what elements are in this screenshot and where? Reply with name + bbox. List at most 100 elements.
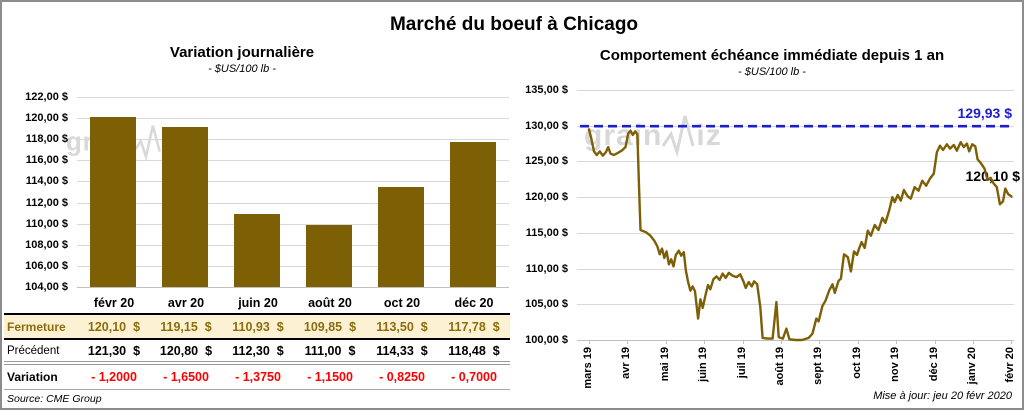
x-tick-mark (742, 340, 744, 344)
x-tick-mark (665, 340, 667, 344)
x-tick-label-juil 19: juil 19 (735, 347, 748, 379)
x-tick-mark (704, 340, 706, 344)
x-tick-label-janv 20: janv 20 (966, 347, 978, 385)
x-tick-label-févr 20: févr 20 (1004, 347, 1017, 383)
reference-price-label: 129,93 $ (957, 105, 1013, 121)
table-cell: 121,30 $ (87, 343, 141, 358)
table-cell: - 0,8250 (379, 370, 425, 384)
left-gridline (77, 97, 509, 98)
left-y-tick-label: 104,00 $ (25, 281, 68, 293)
column-header-déc 20: déc 20 (454, 295, 494, 310)
left-chart-subtitle: - $US/100 lb - (208, 63, 276, 75)
table-cell: 112,30 $ (232, 343, 284, 358)
table-cell: 109,85 $ (303, 319, 357, 334)
table-cell: 120,80 $ (159, 343, 213, 358)
x-tick-mark (1011, 340, 1013, 344)
table-cell: - 0,7000 (451, 370, 497, 384)
x-tick-mark (896, 340, 898, 344)
x-tick-label-juin 19: juin 19 (697, 347, 710, 382)
right-y-tick-label: 130,00 $ (525, 119, 568, 132)
table-cell: 120,10 $ (87, 319, 141, 334)
line-chart-svg (580, 124, 1014, 342)
right-gridline (577, 304, 1014, 306)
right-y-tick-label: 115,00 $ (525, 226, 568, 239)
column-header-août 20: août 20 (308, 295, 352, 310)
table-cell: 114,33 $ (376, 343, 428, 358)
table-header-row: févr 20 avr 20 juin 20 août 20 oct 20 déc 20 (4, 292, 510, 315)
table-cell: 118,48 $ (448, 343, 500, 358)
left-gridline (77, 181, 509, 183)
bar-oct 20 (378, 186, 424, 287)
bar-août 20 (306, 225, 352, 287)
x-tick-mark (973, 340, 974, 344)
left-y-tick-label: 116,00 $ (25, 154, 68, 167)
right-y-tick-label: 105,00 $ (525, 298, 568, 311)
x-tick-mark (627, 340, 629, 344)
x-tick-mark (934, 340, 936, 344)
column-header-févr 20: févr 20 (93, 295, 135, 310)
x-tick-mark (857, 340, 859, 344)
bar-févr 20 (90, 117, 136, 287)
right-y-tick-label: 125,00 $ (525, 155, 568, 168)
left-gridline (77, 139, 509, 141)
watermark-zigzag-icon (133, 125, 162, 162)
bar-juin 20 (234, 213, 280, 287)
x-tick-label-août 19: août 19 (774, 347, 786, 386)
contracts-table: févr 20 avr 20 juin 20 août 20 oct 20 déc 20 F… (4, 292, 510, 407)
right-gridline (577, 268, 1014, 270)
x-tick-mark (781, 340, 782, 344)
last-price-label: 120,10 $ (965, 168, 1021, 184)
table-cell: - 1,2000 (91, 370, 137, 384)
page-title: Marché du boeuf à Chicago (389, 14, 639, 35)
x-tick-label-déc 19: déc 19 (927, 347, 940, 382)
left-y-tick-label: 106,00 $ (25, 259, 68, 272)
table-cell: 111,00 $ (304, 343, 356, 358)
column-header-oct 20: oct 20 (383, 295, 421, 310)
table-cell: 117,78 $ (448, 319, 500, 334)
left-gridline (77, 265, 509, 267)
x-tick-label-mai 19: mai 19 (658, 347, 671, 382)
bar-avr 20 (162, 127, 208, 287)
left-y-tick-label: 120,00 $ (25, 112, 68, 125)
daily-variation-bar-chart: grainiz122,00 $120,00 $118,00 $116,00 $1… (2, 2, 514, 293)
column-header-avr 20: avr 20 (167, 295, 205, 310)
x-tick-mark (589, 340, 590, 344)
x-tick-mark (819, 340, 821, 344)
left-chart-title: Variation journalière (169, 44, 315, 61)
left-y-tick-label: 122,00 $ (25, 91, 68, 103)
left-gridline (77, 160, 509, 162)
right-y-tick-label: 100,00 $ (525, 334, 568, 346)
table-cell: 110,93 $ (232, 319, 284, 334)
left-y-tick-label: 118,00 $ (25, 133, 68, 146)
right-y-tick-label: 120,00 $ (525, 191, 568, 204)
left-y-tick-label: 114,00 $ (25, 175, 68, 188)
right-y-tick-label: 135,00 $ (525, 84, 568, 96)
table-cell: - 1,1500 (307, 370, 353, 384)
table-row-precedent: Précédent 121,30 $ 120,80 $ 112,30 $ 111,00 $ 114… (4, 340, 510, 365)
price-line-series (587, 128, 1013, 342)
row-label: Variation (7, 370, 58, 384)
left-y-tick-label: 108,00 $ (25, 238, 68, 251)
row-label: Fermeture (7, 319, 66, 334)
right-gridline (577, 197, 1014, 199)
table-row-fermeture: Fermeture 120,10 $ 119,15 $ 110,93 $ 109,85 $ 113… (4, 315, 510, 340)
left-gridline (77, 244, 509, 246)
x-tick-label-avr 19: avr 19 (620, 347, 633, 379)
right-y-tick-label: 110,00 $ (525, 262, 568, 275)
left-gridline (77, 223, 509, 225)
left-gridline (77, 202, 509, 204)
table-cell: 113,50 $ (376, 319, 428, 334)
table-row-variation: Variation - 1,2000 - 1,6500 - 1,3750 - 1,150… (4, 365, 510, 390)
left-gridline (77, 287, 509, 288)
table-cell: - 1,6500 (163, 370, 209, 384)
right-gridline (577, 161, 1014, 163)
bar-déc 20 (450, 141, 496, 287)
right-chart-subtitle: - $US/100 lb - (738, 66, 806, 78)
left-gridline (77, 118, 509, 120)
table-cell: - 1,3750 (235, 370, 281, 384)
x-tick-label-mars 19: mars 19 (582, 347, 594, 389)
table-cell: 119,15 $ (160, 319, 212, 334)
left-y-tick-label: 112,00 $ (25, 196, 68, 209)
